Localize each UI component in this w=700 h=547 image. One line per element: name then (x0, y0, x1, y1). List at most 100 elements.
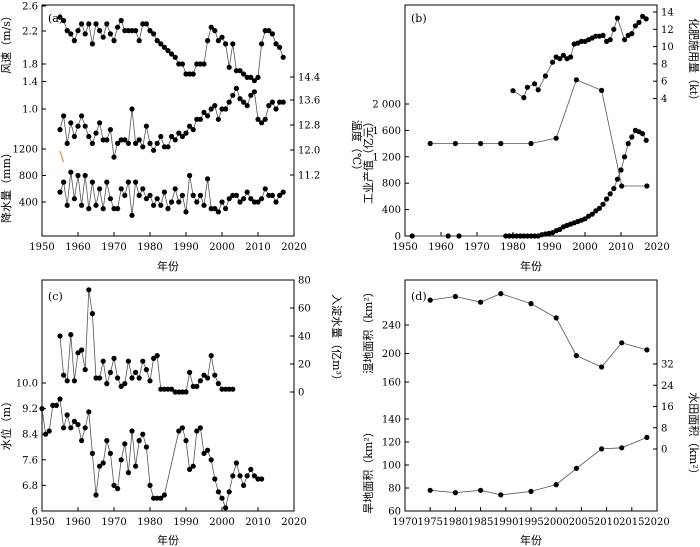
panel-c-inflow-point (115, 375, 121, 381)
panel-d-xtick-label: 2010 (594, 517, 619, 528)
panel-d-xtick-label: 1975 (417, 517, 442, 528)
panel-a-series-1-point (154, 196, 160, 202)
panel-a-series-1-point (107, 196, 113, 202)
panel-a-series-2-point (158, 133, 164, 140)
panel-a-series-2-point (262, 116, 268, 122)
temp-ytick-label: 14.4 (298, 73, 320, 84)
panel-c-water-level-point (205, 447, 211, 453)
panel-a-series-0-line (59, 16, 284, 82)
panel-a-series-1-point (215, 209, 221, 215)
panel-a-xtick-label: 1950 (29, 242, 54, 253)
panel-c-inflow-point (75, 350, 81, 356)
panel-a-series-0-point (75, 28, 81, 34)
panel-a-annotation-line (59, 150, 65, 163)
panel-b-fertilizer-point (629, 30, 635, 37)
panel-a-series-2-point (118, 137, 124, 143)
panel-a-series-0-point (219, 34, 225, 40)
panel-b-fertilizer-point (550, 59, 556, 65)
industry-ytick-label: 0 (395, 232, 401, 243)
panel-c-xtick-label: 2020 (281, 517, 306, 528)
panel-b-industry-point (503, 233, 509, 239)
panel-a-series-2-point (219, 106, 225, 112)
panel-a-series-0-point (273, 41, 279, 47)
panel-b-fertilizer-point (600, 32, 606, 39)
panel-a-series-2-point (57, 127, 63, 133)
panel-c-water-level-point (154, 495, 160, 501)
panel-a-series-2-point (176, 130, 182, 136)
industry-ytick-label: 800 (382, 179, 401, 190)
panel-a-series-1-point (212, 206, 218, 212)
panel-c-xtick-label: 1970 (101, 517, 126, 528)
panel-c-water-level-point (237, 473, 243, 479)
panel-a-series-2-point (129, 106, 135, 112)
panel-a-series-2-point (205, 113, 211, 119)
panel-a-series-0-point (223, 41, 229, 47)
panel-c-inflow-point (57, 333, 63, 339)
panel-c-water-level-point (50, 402, 56, 408)
panel-a-series-2-point (244, 103, 250, 109)
dryland-ytick-label: 140 (382, 415, 401, 426)
panel-c-inflow-point (86, 287, 92, 293)
panel-a-series-0-point (133, 28, 139, 34)
panel-c-inflow-point (125, 358, 131, 364)
panel-a-series-0-point (230, 41, 236, 47)
panel-b-xtick-label: 1990 (536, 242, 561, 253)
panel-a-series-1-point (122, 192, 128, 198)
panel-a-series-2-point (136, 137, 142, 143)
panel-b-fertilizer-point (521, 95, 527, 101)
panel-a-series-0-point (187, 71, 193, 77)
panel-a-series-0-point (251, 78, 257, 84)
panel-b-industry-point (596, 205, 603, 211)
panel-a-series-0-point (237, 68, 243, 74)
panel-a-series-1-point (75, 172, 81, 179)
panel-b-industry-point (557, 226, 563, 232)
panel-d-paddy-point (528, 140, 534, 147)
panel-a-series-1-point (255, 199, 261, 205)
panel-c-water-level-point (244, 473, 250, 479)
panel-c-inflow-point (230, 386, 236, 392)
panel-a-xtick-label: 2020 (281, 242, 306, 253)
panel-c-xtick-label: 2000 (209, 517, 234, 528)
panel-b-fertilizer-point (640, 13, 646, 19)
panel-a-series-0-point (151, 31, 157, 37)
panel-a-series-1-point (230, 192, 236, 198)
panel-c-water-level-point (129, 428, 135, 434)
panel-d-wetland-point (573, 353, 580, 359)
panel-c-inflow-point (194, 383, 200, 389)
panel-b-fertilizer-point (532, 81, 538, 87)
panel-b-industry-point (524, 233, 531, 239)
panel-c-water-level-point (248, 466, 254, 472)
panel-c-inflow-point (143, 367, 149, 373)
panel-a-series-1-point (97, 186, 103, 192)
panel-a-mid-ytick-label: 1.4 (22, 77, 38, 88)
panel-a-series-2-point (125, 140, 131, 146)
panel-a-series-2-point (68, 120, 74, 126)
panel-d-dryland-point (528, 488, 534, 494)
panel-c-water-level-point (223, 505, 229, 511)
panel-a-series-2-point (255, 116, 261, 122)
panel-a-xtick-label: 1990 (173, 242, 198, 253)
panel-b-fertilizer-point (524, 84, 531, 90)
panel-a-series-2-point (237, 96, 243, 102)
panel-a-series-0-point (176, 61, 182, 67)
panel-c-inflow-point (219, 386, 225, 392)
panel-a-series-2-point (154, 140, 160, 146)
panel-b-industry-point (643, 137, 649, 143)
panel-a-series-2-point (89, 140, 95, 146)
panel-b-xtick-label: 1960 (428, 242, 453, 253)
panel-a-series-1-point (129, 212, 135, 218)
panel-a-series-2-point (165, 144, 171, 150)
panel-a-series-1-point (136, 192, 142, 198)
panel-c-water-level-point (226, 489, 232, 495)
panel-a-series-1-point (93, 202, 99, 208)
panel-d-xtick-label: 2005 (569, 517, 594, 528)
panel-a-series-0-point (125, 28, 131, 34)
panel-a-series-2-point (212, 103, 218, 109)
panel-a-series-2-point (187, 123, 193, 129)
panel-d-xtick-label: 2000 (543, 517, 568, 528)
fertilizer-ytick-label: 10 (661, 42, 674, 53)
precip-ytick-label: 400 (19, 198, 38, 209)
panel-a-series-0-point (154, 38, 160, 44)
panel-d-wetland-point (644, 347, 650, 353)
